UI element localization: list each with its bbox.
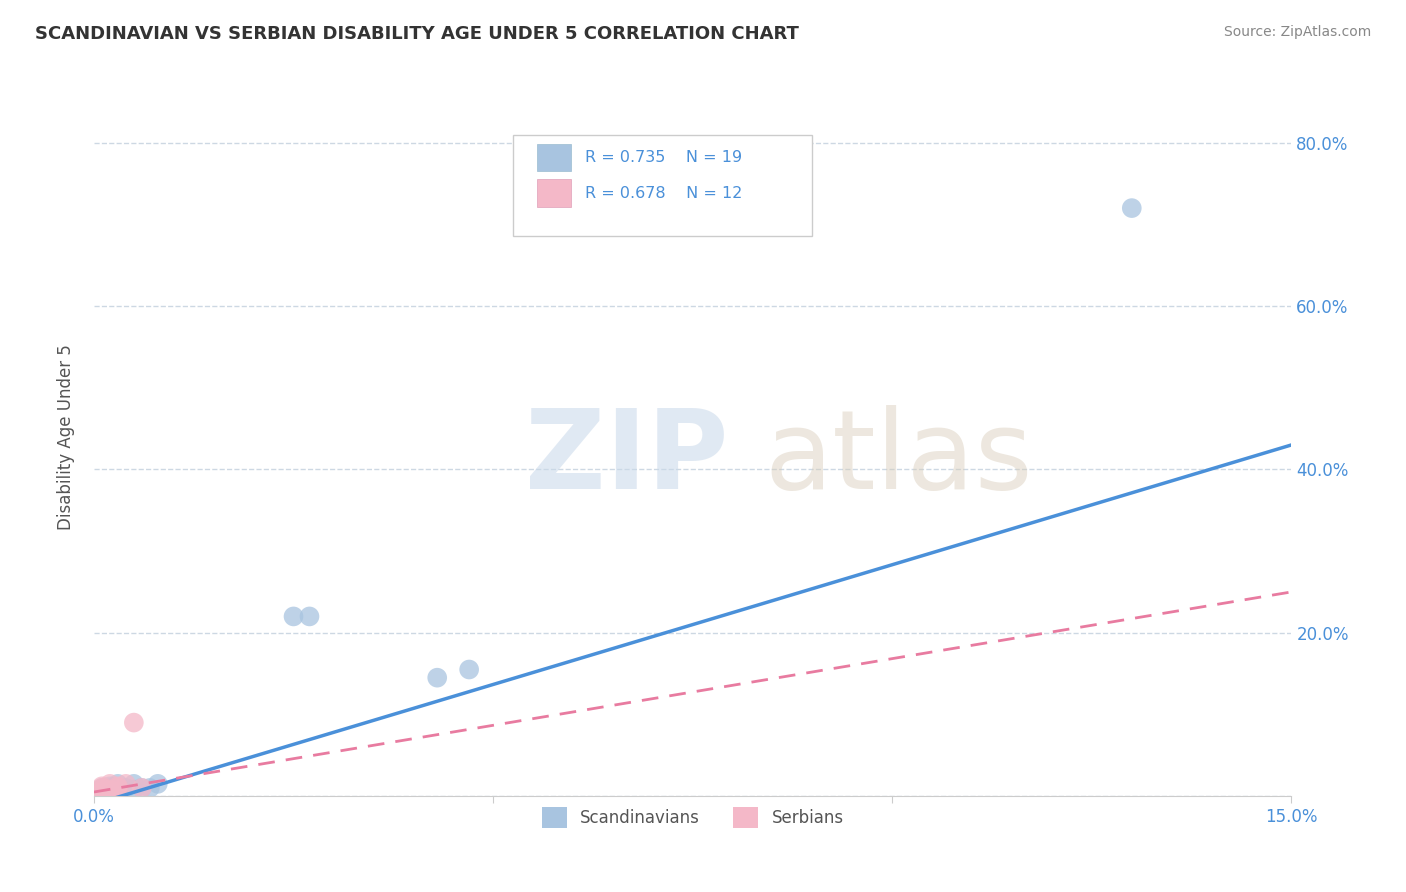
Text: R = 0.678    N = 12: R = 0.678 N = 12 (585, 186, 742, 201)
Point (458, 663, 481, 677)
Point (90, 779, 112, 793)
Point (107, 779, 129, 793)
Point (90, 782, 112, 797)
Text: atlas: atlas (765, 405, 1033, 512)
FancyBboxPatch shape (537, 144, 571, 171)
Point (90, 785, 112, 799)
Point (131, 780, 153, 795)
Point (122, 777, 145, 791)
FancyBboxPatch shape (513, 135, 813, 235)
Point (283, 609, 305, 624)
Point (98, 779, 121, 793)
Point (90, 780, 112, 795)
Point (98, 780, 121, 795)
Text: Source: ZipAtlas.com: Source: ZipAtlas.com (1223, 25, 1371, 39)
Point (1121, 201, 1143, 215)
Point (115, 777, 138, 791)
Point (107, 782, 129, 797)
Point (122, 715, 145, 730)
FancyBboxPatch shape (537, 179, 571, 207)
Point (90, 782, 112, 797)
Point (90, 780, 112, 795)
Point (107, 780, 129, 795)
Text: ZIP: ZIP (524, 405, 728, 512)
Point (115, 780, 138, 795)
Point (107, 777, 129, 791)
Point (122, 782, 145, 797)
Point (90, 785, 112, 799)
Point (426, 671, 449, 685)
Point (139, 780, 162, 795)
Text: SCANDINAVIAN VS SERBIAN DISABILITY AGE UNDER 5 CORRELATION CHART: SCANDINAVIAN VS SERBIAN DISABILITY AGE U… (35, 25, 799, 43)
Point (98, 782, 121, 797)
Point (298, 609, 321, 624)
Point (146, 777, 169, 791)
Legend: Scandinavians, Serbians: Scandinavians, Serbians (536, 801, 851, 835)
Y-axis label: Disability Age Under 5: Disability Age Under 5 (58, 343, 75, 530)
Point (131, 780, 153, 795)
Text: R = 0.735    N = 19: R = 0.735 N = 19 (585, 150, 742, 165)
Point (98, 777, 121, 791)
Point (98, 785, 121, 799)
Point (98, 785, 121, 799)
